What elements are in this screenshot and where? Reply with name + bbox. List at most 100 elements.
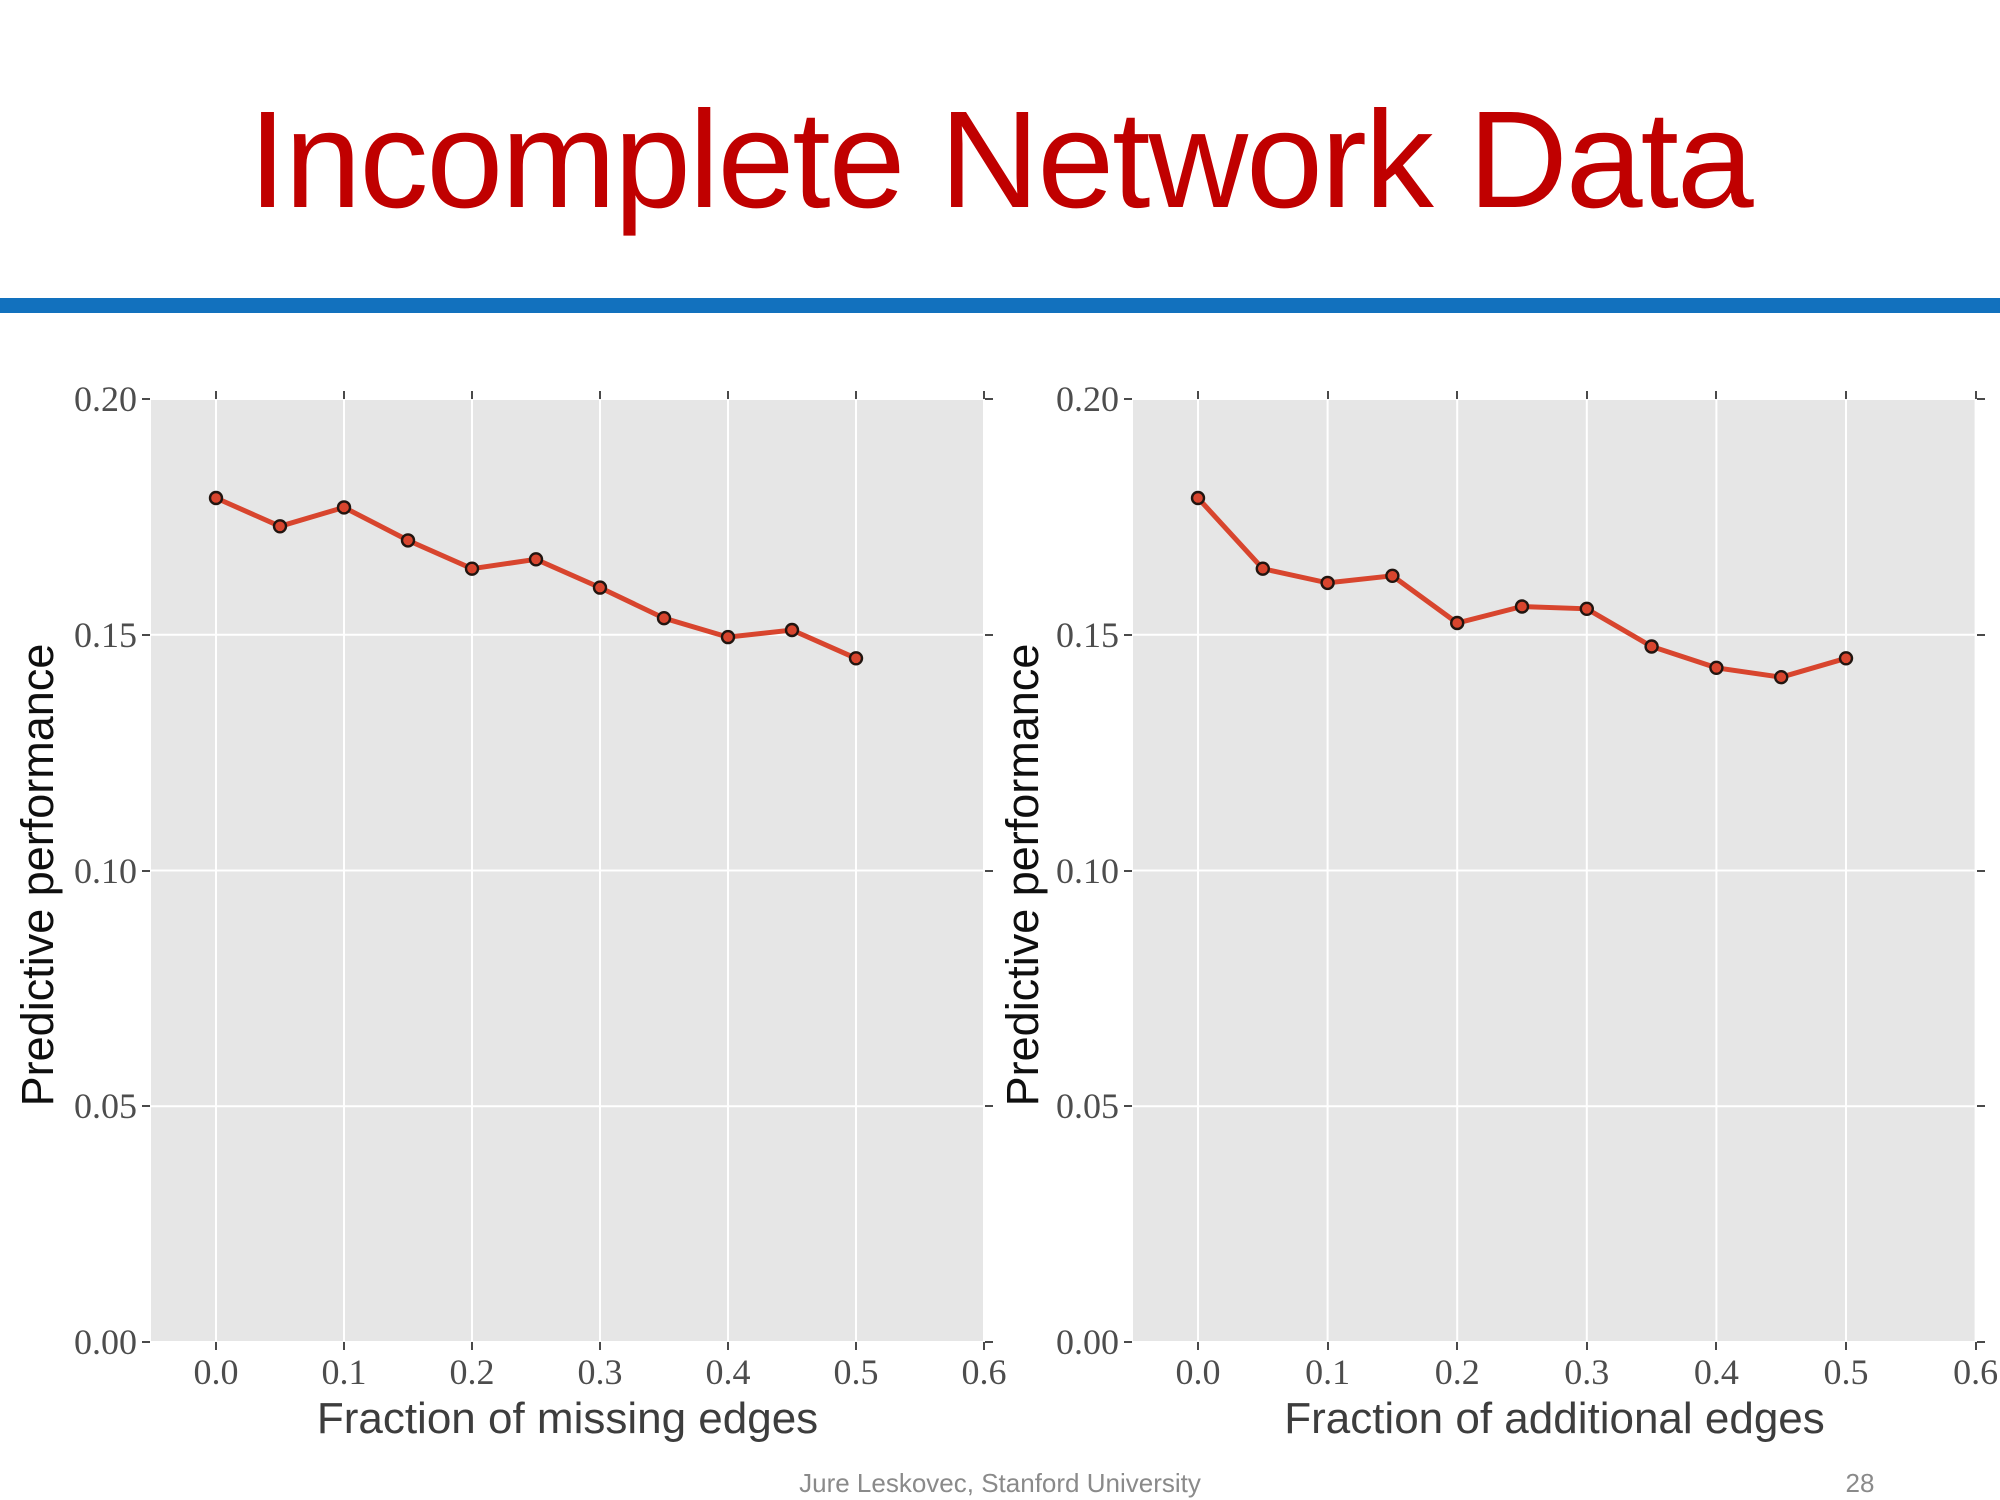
y-tick-label: 0.15 xyxy=(74,614,137,655)
left-chart-plot-area xyxy=(151,399,984,1342)
x-tick-top xyxy=(855,391,857,399)
data-point xyxy=(528,552,544,567)
y-tick-label: 0.00 xyxy=(1056,1322,1119,1362)
x-tick-top xyxy=(1326,391,1329,399)
x-tick-label: 0.5 xyxy=(833,1352,879,1392)
y-tick-right xyxy=(985,869,993,872)
page-number: 28 xyxy=(1845,1468,1875,1498)
y-tick-right xyxy=(1977,398,1985,400)
x-tick-bottom xyxy=(1326,1342,1329,1350)
x-tick-bottom xyxy=(1845,1342,1847,1350)
x-tick-top xyxy=(1197,391,1199,399)
y-tick-label: 0.05 xyxy=(74,1086,137,1127)
y-tick-left xyxy=(1124,633,1132,636)
x-tick-top xyxy=(1456,391,1459,399)
data-point xyxy=(272,519,288,534)
y-tick-right xyxy=(1977,1105,1985,1108)
x-tick-bottom xyxy=(599,1342,601,1350)
x-tick-top xyxy=(471,391,473,399)
x-tick-top xyxy=(1715,391,1718,399)
x-tick-top xyxy=(983,391,985,399)
footer-attribution: Jure Leskovec, Stanford University xyxy=(799,1468,1201,1498)
right-chart-y-axis-title: Predictive performance xyxy=(997,643,1048,1106)
data-point xyxy=(784,622,800,638)
y-tick-label: 0.15 xyxy=(1056,614,1119,655)
y-tick-left xyxy=(142,398,150,400)
slide-title: Incomplete Network Data xyxy=(248,83,1753,237)
y-tick-left xyxy=(142,1105,150,1108)
y-tick-label: 0.00 xyxy=(74,1322,137,1362)
y-tick-right xyxy=(1977,1341,1985,1343)
y-tick-right xyxy=(985,633,993,636)
right-chart-x-axis-title: Fraction of additional edges xyxy=(1284,1394,1825,1443)
x-tick-bottom xyxy=(727,1342,729,1350)
y-tick-label: 0.20 xyxy=(1056,379,1119,419)
y-tick-right xyxy=(985,398,993,400)
data-point xyxy=(1709,660,1724,675)
left-chart-svg xyxy=(151,399,984,1342)
data-point xyxy=(592,580,608,595)
y-tick-label: 0.10 xyxy=(1056,850,1119,891)
y-tick-left xyxy=(1124,1105,1132,1108)
x-tick-top xyxy=(599,391,601,399)
data-point xyxy=(1774,670,1789,685)
x-tick-top xyxy=(1585,391,1588,399)
data-point xyxy=(1320,575,1335,591)
data-point xyxy=(1514,599,1530,614)
x-tick-bottom xyxy=(1715,1342,1718,1350)
data-point xyxy=(848,651,864,666)
data-point xyxy=(464,561,480,576)
x-tick-label: 0.4 xyxy=(1693,1352,1739,1392)
series-line xyxy=(1196,496,1847,680)
data-point xyxy=(1385,568,1400,584)
left-chart-y-axis-title: Predictive performance xyxy=(12,643,63,1106)
y-tick-left xyxy=(142,633,150,636)
right-chart-svg xyxy=(1133,399,1976,1342)
x-tick-bottom xyxy=(1456,1342,1459,1350)
left-chart-x-axis-title: Fraction of missing edges xyxy=(316,1394,819,1443)
x-tick-top xyxy=(215,391,217,399)
data-point xyxy=(1255,561,1271,576)
x-tick-label: 0.6 xyxy=(1953,1352,1999,1392)
y-tick-label: 0.20 xyxy=(74,379,137,419)
x-tick-bottom xyxy=(1197,1342,1199,1350)
y-tick-label: 0.05 xyxy=(1056,1086,1119,1127)
y-tick-right xyxy=(1977,869,1985,872)
x-tick-label: 0.1 xyxy=(1305,1352,1351,1392)
y-tick-left xyxy=(1124,869,1132,872)
x-tick-bottom xyxy=(983,1342,985,1350)
x-tick-label: 0.5 xyxy=(1823,1352,1869,1392)
data-point xyxy=(656,610,672,626)
y-tick-right xyxy=(1977,633,1985,636)
data-point xyxy=(1644,639,1659,654)
x-tick-bottom xyxy=(1585,1342,1588,1350)
x-tick-bottom xyxy=(215,1342,217,1350)
data-point xyxy=(1838,651,1854,666)
x-tick-bottom xyxy=(855,1342,857,1350)
right-chart-plot-area xyxy=(1133,399,1976,1342)
data-point xyxy=(208,490,224,506)
x-tick-bottom xyxy=(471,1342,473,1350)
y-tick-left xyxy=(1124,1341,1132,1343)
data-point xyxy=(1579,601,1594,617)
x-tick-label: 0.3 xyxy=(1564,1352,1610,1392)
y-tick-label: 0.10 xyxy=(74,850,137,891)
x-tick-bottom xyxy=(343,1342,345,1350)
x-tick-top xyxy=(727,391,729,399)
data-point xyxy=(400,533,416,548)
x-tick-label: 0.2 xyxy=(1434,1352,1480,1392)
y-tick-right xyxy=(985,1341,993,1343)
x-tick-label: 0.0 xyxy=(193,1352,239,1392)
y-tick-left xyxy=(1124,398,1132,400)
data-point xyxy=(1190,490,1206,506)
x-tick-label: 0.2 xyxy=(449,1352,495,1392)
data-point xyxy=(336,500,352,515)
data-point xyxy=(720,629,736,645)
x-tick-top xyxy=(1974,391,1977,399)
x-tick-label: 0.1 xyxy=(321,1352,367,1392)
x-tick-top xyxy=(1845,391,1847,399)
y-tick-right xyxy=(985,1105,993,1108)
x-tick-label: 0.3 xyxy=(577,1352,623,1392)
x-tick-label: 0.4 xyxy=(705,1352,751,1392)
